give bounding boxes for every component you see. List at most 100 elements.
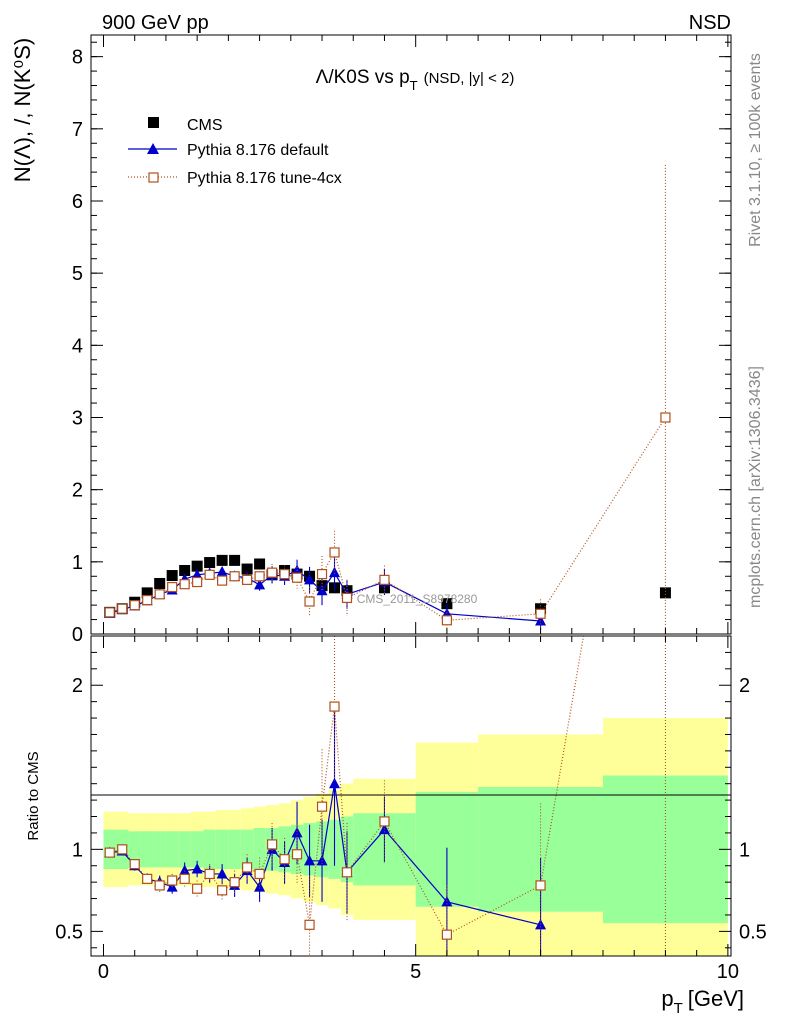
main-tune-point [379,574,390,585]
main-marks [104,164,671,634]
main-title-extra: (NSD, |y| < 2) [424,70,515,87]
main-cms-point [659,587,671,599]
x-axis-label-p: p [661,986,673,1011]
ratio-y-tick-label-right: 1 [739,839,750,861]
main-tune-point [266,567,278,578]
header-process-label: NSD [689,12,731,34]
ratio-tune-point [179,873,190,884]
ratio-y-axis-label: Ratio to CMS [25,751,42,840]
x-tick-label: 10 [717,961,739,983]
main-tune-point [254,571,265,582]
main-default-point [304,573,316,585]
main-title-subscript: T [410,78,418,93]
mcplots-reference-label: mcplots.cern.ch [arXiv:1306.3436] [747,366,764,608]
ratio-inner-band [253,828,266,871]
main-cms-point [254,558,266,570]
main-cms-point [191,560,203,572]
ratio-y-tick-label-left: 0.5 [55,921,83,943]
main-y-tick-label: 3 [72,407,83,429]
ratio-default-point [216,867,228,879]
ratio-inner-band [203,829,216,870]
ratio-tune-point [217,885,228,896]
ratio-tune-point [441,929,453,940]
main-y-tick-label: 0 [72,624,83,646]
ratio-tune-point [279,854,290,865]
main-tune-point [660,412,671,423]
x-axis-label: pT [GeV] [661,986,744,1017]
main-y-tick-label: 2 [72,480,83,502]
main-tune-point [117,603,128,614]
legend-tune-label: Pythia 8.176 tune-4cx [187,170,342,187]
ratio-tune-point [154,880,165,891]
main-cms-point [204,557,216,569]
main-tune-point [341,592,353,604]
x-tick-label: 0 [98,961,109,983]
main-tune-point [441,615,453,626]
ratio-tune-point [329,701,340,712]
main-tune-point [329,547,340,558]
x-tick-label: 5 [410,961,421,983]
main-tune-point [192,576,203,588]
ratio-inner-band [178,831,191,868]
main-panel: 0 1 2 3 4 5 6 7 8 CMS_2011_S8978280 Λ/K0S vs pT (… [10,34,732,646]
main-title-text: Λ/K0S vs p [316,67,410,88]
ratio-inner-band [228,829,241,870]
main-tune-point [291,572,303,583]
ratio-default-point [304,854,316,866]
ratio-tune-point [379,816,390,827]
main-axes: 0 1 2 3 4 5 6 7 8 [72,35,731,646]
ratio-frame [90,635,732,957]
ratio-default-point [179,864,191,876]
ratio-tune-point [104,847,115,858]
ratio-tune-point [167,875,178,886]
ratio-default-point [191,863,203,874]
ratio-tune-point [316,801,328,812]
main-tune-point [316,568,328,580]
main-y-axis-label: N(Λ), /, N(K⁰S) [10,38,35,183]
main-tune-point [154,589,165,600]
main-cms-point [216,554,228,566]
main-y-tick-label: 1 [72,552,83,574]
main-y-tick-label: 4 [72,335,83,357]
ratio-panel: 0.5 0.5 1 1 2 2 0 5 10 Ratio to CMS pT [GeV] [25,635,767,1017]
ratio-tune-point [204,868,215,880]
ratio-inner-band [165,831,179,868]
ratio-tune-point [254,868,265,880]
main-tune-point [204,569,215,580]
main-cms-point [229,554,241,566]
ratio-y-tick-label-left: 2 [72,675,83,697]
ratio-inner-band [190,831,204,868]
main-tune-point [142,594,153,606]
ratio-tune-point [241,862,253,873]
main-frame [90,34,732,635]
main-cms-point [141,587,153,599]
analysis-watermark: CMS_2011_S8978280 [357,592,478,606]
ratio-inner-band [215,829,229,870]
main-y-tick-label: 5 [72,263,83,285]
ratio-tune-point [291,849,303,860]
main-tune-point [535,608,546,619]
x-axis-label-subscript: T [674,1000,683,1017]
ratio-tune-point [117,844,128,855]
main-title: Λ/K0S vs pT (NSD, |y| < 2) [316,67,515,93]
ratio-tune-point [129,859,140,870]
main-default-point [191,568,203,580]
main-tune-point [241,574,253,585]
main-y-tick-label: 7 [72,119,83,141]
ratio-default-point [316,854,328,866]
main-tune-point [179,579,190,590]
main-default-point [329,566,341,578]
main-cms-point [154,577,166,589]
ratio-default-point [291,826,303,838]
main-y-tick-label: 6 [72,191,83,213]
legend-cms-marker [148,117,159,128]
ratio-marks [104,636,666,956]
ratio-inner-band [153,831,166,868]
main-tune-point [217,575,228,586]
main-cms-point [166,570,178,582]
main-y-tick-label: 8 [72,47,83,69]
ratio-tune-point [535,880,546,891]
main-tune-point [104,607,115,618]
main-default-point [216,565,228,577]
main-tune-point [167,581,178,593]
